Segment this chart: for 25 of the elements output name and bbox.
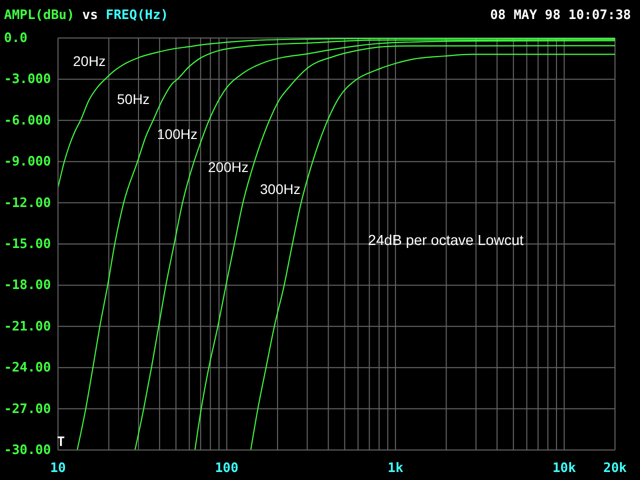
x-tick-label: 10k <box>552 460 576 476</box>
series-label: 100Hz <box>157 126 198 142</box>
y-tick-label: -21.00 <box>4 318 52 334</box>
series-label: 50Hz <box>117 91 150 107</box>
y-tick-label: 0.0 <box>4 30 28 46</box>
y-tick-label: -6.000 <box>4 112 52 128</box>
series-label: 300Hz <box>260 181 300 197</box>
y-tick-label: -12.00 <box>4 195 52 210</box>
chart-title: AMPL(dBu) vs FREQ(Hz) <box>4 8 168 23</box>
y-tick-label: -3.000 <box>4 72 52 87</box>
annotation: 24dB per octave Lowcut <box>368 233 524 249</box>
x-tick-label: 10 <box>50 460 66 476</box>
y-tick-label: -9.000 <box>4 154 52 170</box>
y-tick-label: -24.00 <box>4 360 52 376</box>
y-tick-label: -30.00 <box>4 442 52 458</box>
y-tick-label: -27.00 <box>4 401 52 416</box>
text: 08 MAY 98 10:07:38 <box>490 8 632 23</box>
series-label: 200Hz <box>208 159 248 175</box>
y-tick-label: -15.00 <box>4 236 52 252</box>
y-tick-label: -18.00 <box>4 278 52 293</box>
x-tick-label: 100 <box>214 460 239 476</box>
series-label: 20Hz <box>73 53 106 69</box>
x-tick-label: 1k <box>388 460 404 476</box>
x-tick-label: 20k <box>603 460 627 476</box>
annotation: T <box>57 435 65 450</box>
